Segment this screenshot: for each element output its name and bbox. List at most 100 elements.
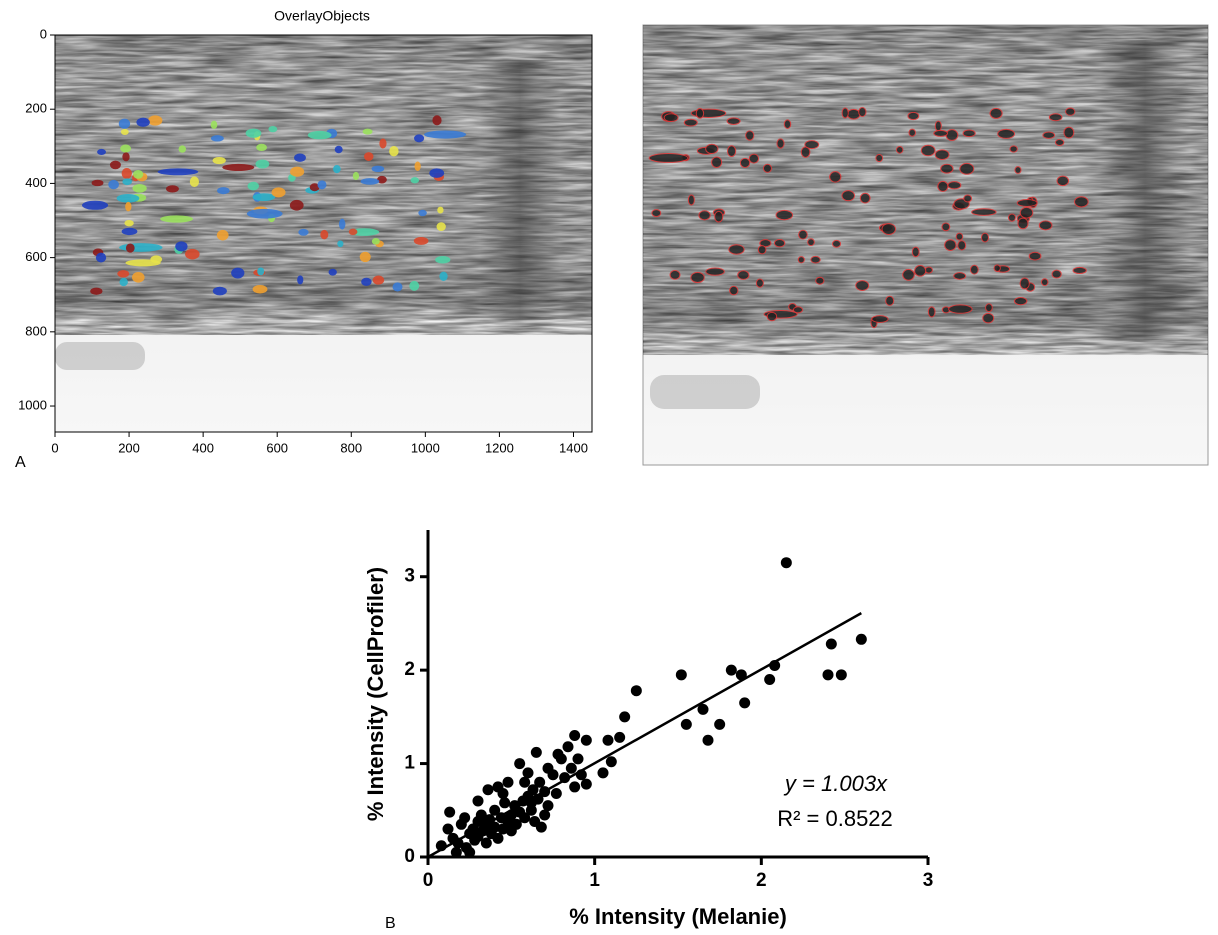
gel-spot [423,130,467,139]
gel-spot [371,238,380,245]
gel-spot [902,268,915,281]
gel-spot [993,264,1001,272]
gel-spot [290,166,305,177]
gel-spot [1014,166,1022,174]
point [480,837,492,849]
gel-spot [726,117,741,125]
gel-spot [1072,266,1087,275]
gel-spot [875,153,884,163]
gel-spot [1019,206,1034,219]
point [442,823,454,835]
gel-spot [132,183,147,193]
point [619,711,631,723]
gel-spot [1040,278,1049,287]
point [522,767,534,779]
gel-image-right [642,24,1209,466]
gel-spot [298,228,309,236]
gel-spot [131,272,145,283]
gel-spot [334,145,343,154]
gel-spot [337,240,344,248]
gel-spot [212,156,226,165]
gel-spot [1019,277,1030,290]
point [499,797,511,809]
gel-spot [934,149,950,160]
gel-spot [690,271,705,284]
point [552,748,564,760]
gel-spot [937,180,949,192]
gel-spot [392,282,403,292]
gel-spot [166,185,179,193]
y-tick-label: 0 [404,846,415,867]
gel-spot [271,187,286,198]
gel-spot [389,145,399,157]
gel-spot [175,241,188,252]
gel-spot [133,169,144,179]
gel-spot [120,144,132,153]
gel-spot [317,180,327,190]
gel-spot [927,306,936,318]
point [569,781,581,793]
point [472,795,484,807]
gel-spot [1051,269,1062,279]
gel-spot [911,246,920,258]
gel-spot [360,178,380,185]
point [539,786,551,798]
x-tick-label: 1200 [485,440,514,455]
gel-spot [432,115,442,126]
gel-spot [91,179,104,187]
gel-spot [320,229,329,240]
gel-spot [216,229,229,241]
point [542,800,554,812]
gel-spot [728,244,745,255]
gel-spot [122,178,132,186]
gel-spot [963,194,973,203]
gel-spot [119,243,163,252]
point [580,734,592,746]
gel-spot [1038,220,1053,231]
y-tick-label: 3 [404,566,415,587]
gel-spot [289,199,304,211]
gel-spot [352,171,360,181]
gel-spot [1056,175,1070,187]
gel-spot [683,118,698,127]
point [489,821,501,833]
gel-spot [436,222,446,232]
gel-spot [980,232,990,243]
gel-spot [268,125,278,133]
annotation: y = 1.003x [783,771,888,796]
point [697,703,709,715]
x-tick-label: 0 [51,440,58,455]
x-tick-label: 2 [756,870,767,891]
gel-spot [815,276,825,285]
gel-spot [409,280,420,291]
gel-spot [841,190,856,202]
point [539,809,551,821]
gel-spot [157,168,199,176]
gel-spot [297,275,304,285]
gel-spot [116,193,140,203]
gel-spot [246,208,283,219]
point [562,741,574,753]
point [550,787,562,799]
x-tick-label: 0 [423,870,434,891]
point [459,812,471,824]
point [527,784,539,796]
axes-frame [54,34,593,433]
gel-spot [810,255,821,264]
gel-spot [348,228,358,236]
point [735,669,747,681]
gel-spot [748,153,760,164]
y-tick-label: 1 [404,753,415,774]
point [764,673,776,685]
gel-spot [212,286,227,296]
point [725,664,737,676]
point [630,685,642,697]
gel-spot [962,129,976,138]
gel-spot [376,175,387,184]
gel-spot [109,160,121,170]
gel-spot [957,240,967,251]
gel-spot [1054,138,1065,146]
gel-spot [807,238,815,247]
point [497,787,509,799]
gel-spot [429,168,445,178]
